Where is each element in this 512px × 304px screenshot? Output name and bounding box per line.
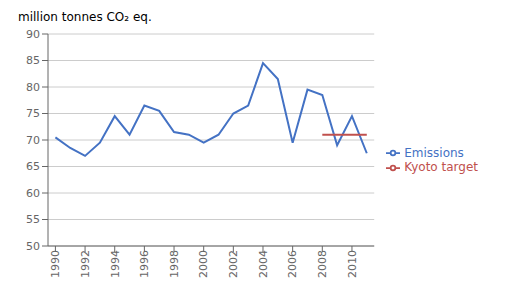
html-text:Emissions: Emissions [404, 145, 464, 160]
svg-text:65: 65 [26, 160, 40, 173]
svg-text:1994: 1994 [109, 250, 122, 278]
svg-text:90: 90 [26, 28, 40, 41]
html-text:million tonnes CO₂ eq.: million tonnes CO₂ eq. [18, 10, 152, 24]
svg-text:2006: 2006 [286, 250, 299, 278]
svg-text:2002: 2002 [227, 250, 240, 278]
svg-text:85: 85 [26, 54, 40, 67]
svg-text:70: 70 [26, 134, 40, 147]
svg-text:1998: 1998 [168, 250, 181, 278]
svg-text:2000: 2000 [197, 250, 210, 278]
html-text:Kyoto target: Kyoto target [404, 160, 478, 174]
svg-text:1990: 1990 [49, 250, 62, 278]
svg-text:2004: 2004 [257, 250, 270, 278]
svg-text:2008: 2008 [316, 250, 329, 278]
svg-text:1992: 1992 [79, 250, 92, 278]
svg-text:80: 80 [26, 81, 40, 94]
svg-text:55: 55 [26, 213, 40, 226]
svg-text:2010: 2010 [346, 250, 359, 278]
svg-text:60: 60 [26, 187, 40, 200]
svg-text:75: 75 [26, 107, 40, 120]
svg-text:50: 50 [26, 240, 40, 253]
svg-text:1996: 1996 [138, 250, 151, 278]
